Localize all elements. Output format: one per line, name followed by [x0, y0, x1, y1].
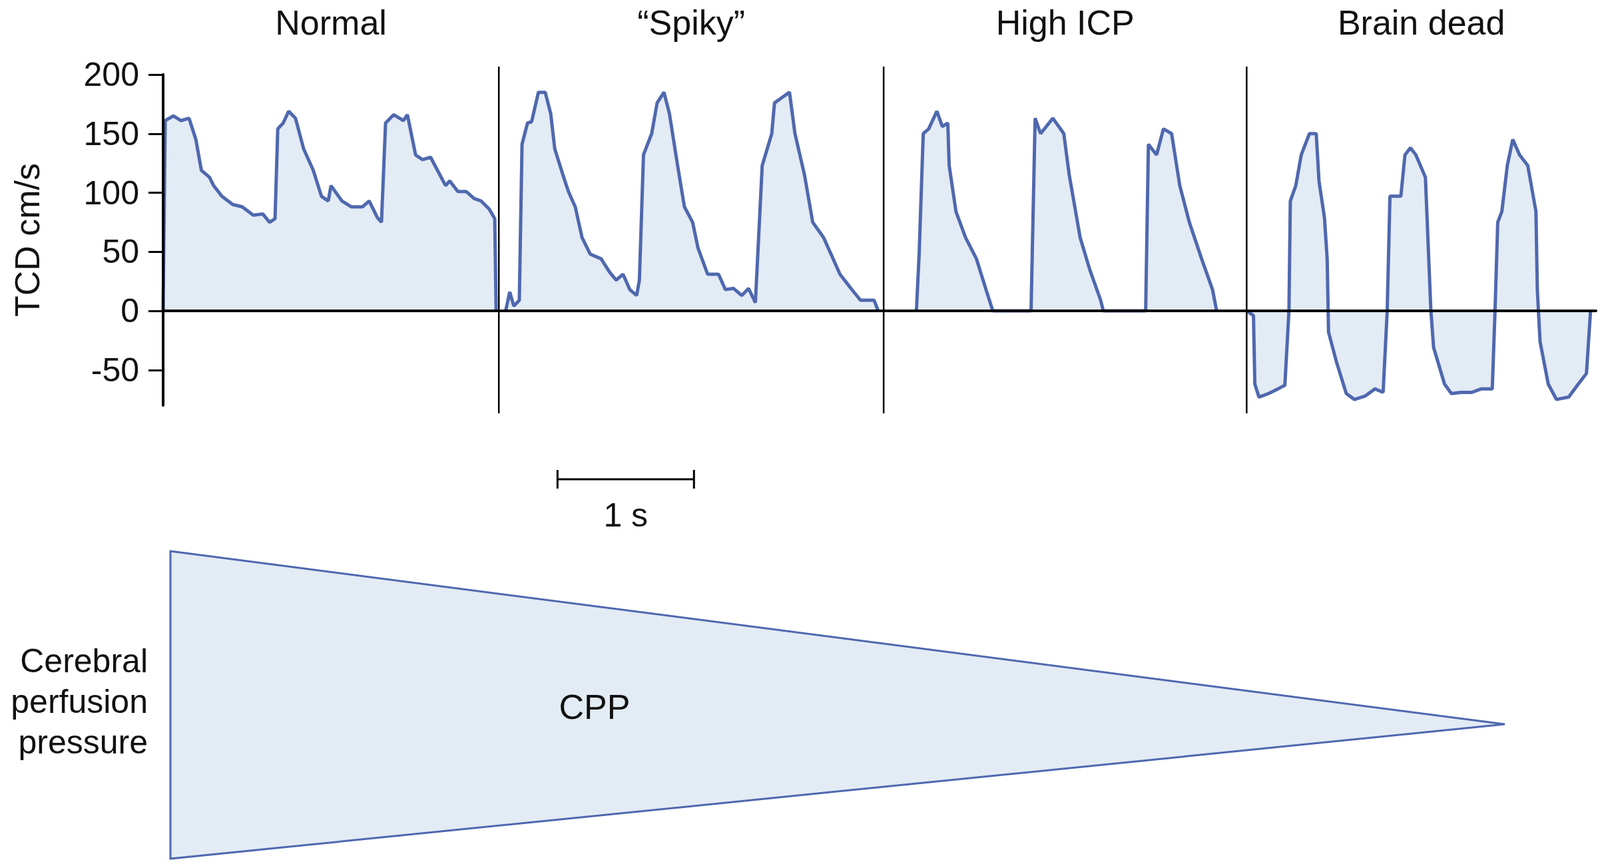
svg-text:0: 0 [120, 292, 140, 330]
svg-text:Brain dead: Brain dead [1337, 3, 1506, 42]
svg-text:100: 100 [83, 174, 140, 212]
svg-text:200: 200 [83, 55, 140, 94]
svg-text:50: 50 [101, 233, 140, 271]
svg-text:“Spiky”: “Spiky” [637, 3, 746, 42]
svg-text:-50: -50 [91, 351, 140, 389]
svg-text:High ICP: High ICP [996, 3, 1135, 42]
svg-text:Cerebral: Cerebral [19, 642, 148, 680]
svg-text:Normal: Normal [274, 3, 387, 42]
svg-text:TCD cm/s: TCD cm/s [7, 163, 47, 317]
svg-text:1 s: 1 s [603, 496, 648, 534]
svg-text:CPP: CPP [559, 687, 631, 727]
svg-text:150: 150 [83, 115, 140, 153]
svg-text:pressure: pressure [17, 723, 148, 762]
svg-text:perfusion: perfusion [10, 683, 148, 721]
